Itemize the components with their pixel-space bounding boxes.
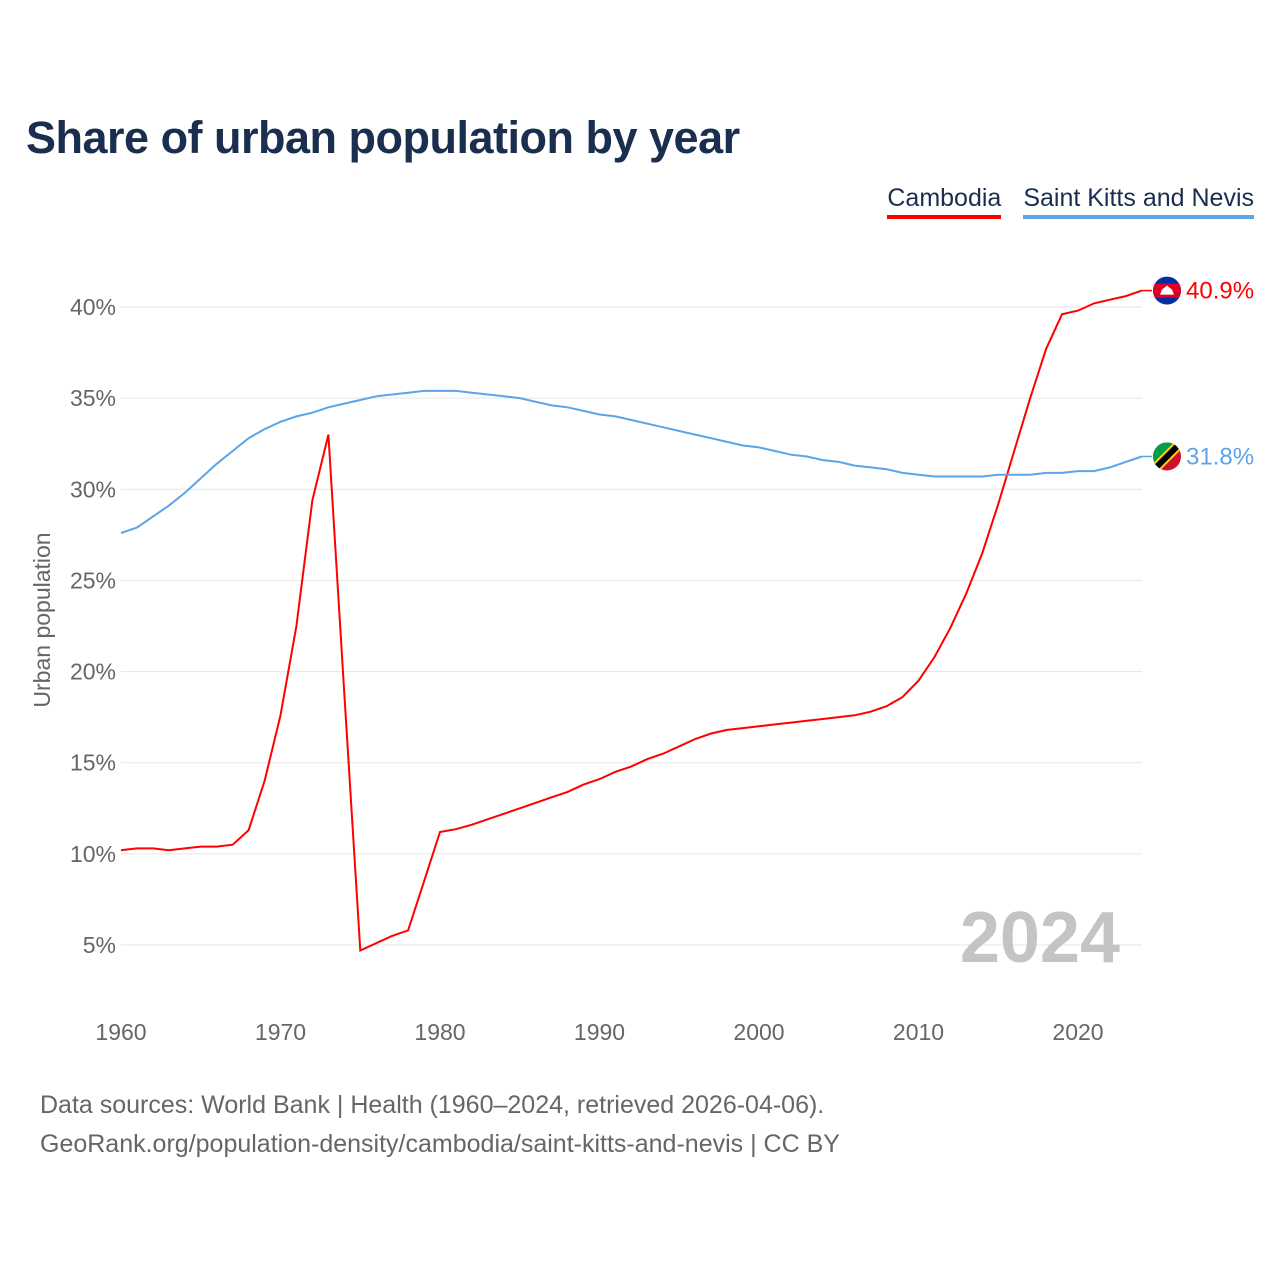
legend-cambodia[interactable]: Cambodia xyxy=(887,184,1002,219)
y-axis-label: Urban population xyxy=(29,532,55,707)
end-value-label: 31.8% xyxy=(1186,443,1254,470)
legend-saint-kitts-and-nevis[interactable]: Saint Kitts and Nevis xyxy=(1023,184,1254,219)
y-tick-label: 20% xyxy=(70,659,116,685)
x-tick-label: 2000 xyxy=(733,1019,784,1045)
y-tick-label: 15% xyxy=(70,750,116,776)
x-tick-label: 1980 xyxy=(414,1019,465,1045)
legend: Cambodia Saint Kitts and Nevis xyxy=(887,184,1254,219)
cambodia-flag-icon xyxy=(1153,276,1181,305)
y-tick-label: 5% xyxy=(83,932,116,958)
y-tick-label: 40% xyxy=(70,294,116,320)
end-value-label: 40.9% xyxy=(1186,278,1254,305)
y-tick-label: 10% xyxy=(70,841,116,867)
footer-sources: Data sources: World Bank | Health (1960–… xyxy=(40,1091,825,1119)
year-watermark: 2024 xyxy=(960,898,1120,978)
y-tick-label: 25% xyxy=(70,567,116,593)
footer-link[interactable]: GeoRank.org/population-density/cambodia/… xyxy=(40,1130,840,1158)
saint-kitts-flag-icon xyxy=(1153,442,1181,471)
y-tick-label: 30% xyxy=(70,476,116,502)
x-tick-label: 1960 xyxy=(95,1019,146,1045)
series-line-1[interactable] xyxy=(120,389,1143,534)
chart-title: Share of urban population by year xyxy=(26,112,740,163)
x-tick-label: 1990 xyxy=(574,1019,625,1045)
x-tick-label: 2010 xyxy=(893,1019,944,1045)
series-line-0[interactable] xyxy=(120,289,1143,953)
x-tick-label: 1970 xyxy=(255,1019,306,1045)
footer: Data sources: World Bank | Health (1960–… xyxy=(40,1086,840,1164)
x-tick-label: 2020 xyxy=(1052,1019,1103,1045)
y-tick-label: 35% xyxy=(70,385,116,411)
